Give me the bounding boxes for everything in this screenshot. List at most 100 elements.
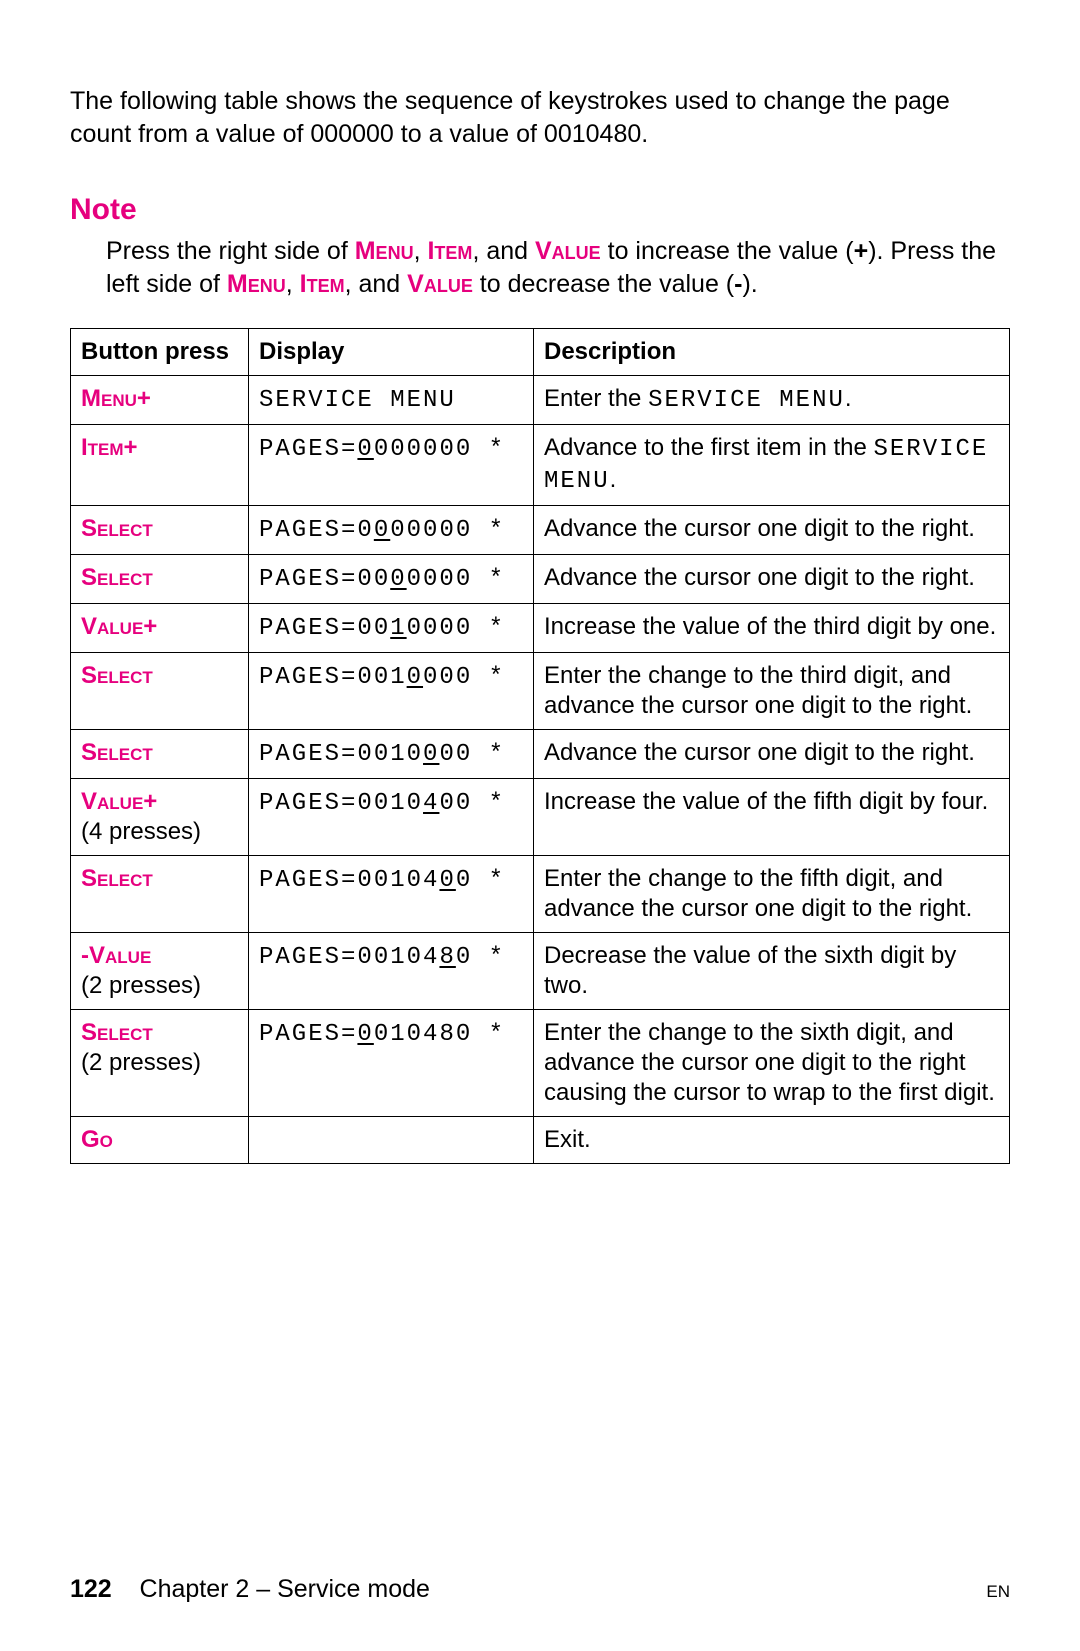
button-sublabel: (4 presses)	[81, 818, 201, 845]
note-text: to increase the value (	[601, 237, 854, 265]
page-footer: 122 Chapter 2 – Service mode EN	[70, 1573, 1010, 1606]
cell-display: PAGES=0010400 *	[249, 856, 534, 933]
cell-description: Increase the value of the fifth digit by…	[534, 779, 1010, 856]
button-sublabel: (2 presses)	[81, 1049, 201, 1076]
cell-button-press: Go	[71, 1117, 249, 1164]
button-label: -Value	[81, 942, 151, 969]
table-row: Select PAGES=0010400 * Enter the change to…	[71, 856, 1010, 933]
keyword-value: Value	[535, 237, 601, 265]
button-label: Select	[81, 1019, 153, 1046]
cell-description: Enter the change to the third digit, and…	[534, 653, 1010, 730]
button-label: Select	[81, 564, 153, 591]
button-label: Select	[81, 662, 153, 689]
note-text: ,	[286, 270, 300, 298]
lcd-text: PAGES=0010000 *	[259, 741, 505, 768]
lcd-text: PAGES=0010000 *	[259, 664, 505, 691]
lcd-inline-text: SERVICE MENU	[648, 387, 845, 414]
table-row: Select PAGES=0000000 * Advance the cursor …	[71, 506, 1010, 555]
cell-description: Enter the change to the fifth digit, and…	[534, 856, 1010, 933]
cell-button-press: Select	[71, 555, 249, 604]
table-row: Go Exit.	[71, 1117, 1010, 1164]
header-description: Description	[534, 329, 1010, 376]
cell-button-press: Menu+	[71, 376, 249, 425]
lcd-inline-text: SERVICE MENU	[544, 436, 988, 495]
cell-description: Exit.	[534, 1117, 1010, 1164]
button-label: Menu+	[81, 385, 151, 412]
header-button-press: Button press	[71, 329, 249, 376]
cell-description: Decrease the value of the sixth digit by…	[534, 933, 1010, 1010]
cell-display: PAGES=0000000 *	[249, 425, 534, 506]
cell-description: Enter the SERVICE MENU.	[534, 376, 1010, 425]
intro-paragraph: The following table shows the sequence o…	[70, 85, 1010, 150]
cell-display: PAGES=0010000 *	[249, 730, 534, 779]
header-display: Display	[249, 329, 534, 376]
note-text: , and	[472, 237, 535, 265]
note-heading: Note	[70, 190, 1010, 229]
button-label: Select	[81, 515, 153, 542]
cell-button-press: Select	[71, 506, 249, 555]
note-text: Press the right side of	[106, 237, 355, 265]
document-page: The following table shows the sequence o…	[0, 0, 1080, 1651]
lcd-text: PAGES=0000000 *	[259, 566, 505, 593]
table-row: Menu+SERVICE MENUEnter the SERVICE MENU.	[71, 376, 1010, 425]
table-row: Item+ PAGES=0000000 * Advance to the first…	[71, 425, 1010, 506]
table-row: -Value (2 presses) PAGES=0010480 * Decrease…	[71, 933, 1010, 1010]
note-text: ,	[414, 237, 428, 265]
button-sublabel: (2 presses)	[81, 972, 201, 999]
button-label: Select	[81, 865, 153, 892]
keyword-item: Item	[300, 270, 345, 298]
cell-button-press: Value+ (4 presses)	[71, 779, 249, 856]
cell-button-press: Select	[71, 856, 249, 933]
cell-display: PAGES=0010480 *	[249, 933, 534, 1010]
footer-left: 122 Chapter 2 – Service mode	[70, 1573, 430, 1606]
button-label: Value+	[81, 613, 157, 640]
cell-button-press: Select	[71, 730, 249, 779]
cell-button-press: Item+	[71, 425, 249, 506]
button-label: Select	[81, 739, 153, 766]
cell-display: PAGES=0010000 *	[249, 653, 534, 730]
cell-display	[249, 1117, 534, 1164]
cell-button-press: Select (2 presses)	[71, 1010, 249, 1117]
lcd-text: SERVICE MENU	[259, 387, 456, 414]
keyword-menu: Menu	[355, 237, 414, 265]
note-body: Press the right side of Menu, Item, and …	[70, 235, 1010, 300]
page-number: 122	[70, 1575, 112, 1603]
cell-button-press: Select	[71, 653, 249, 730]
button-label: Value+	[81, 788, 157, 815]
cell-display: PAGES=0010000 *	[249, 604, 534, 653]
footer-chapter-text: Chapter 2 – Service mode	[140, 1575, 430, 1603]
cell-display: PAGES=0010400 *	[249, 779, 534, 856]
table-row: Select PAGES=0000000 * Advance the cursor …	[71, 555, 1010, 604]
lcd-text: PAGES=0000000 *	[259, 436, 505, 463]
cell-display: PAGES=0010480 *	[249, 1010, 534, 1117]
keyword-value: Value	[407, 270, 473, 298]
footer-lang: EN	[986, 1581, 1010, 1603]
cell-description: Advance the cursor one digit to the righ…	[534, 506, 1010, 555]
cell-description: Advance the cursor one digit to the righ…	[534, 555, 1010, 604]
keyword-item: Item	[427, 237, 472, 265]
lcd-text: PAGES=0010000 *	[259, 615, 505, 642]
table-row: Value+ (4 presses) PAGES=0010400 * Increase…	[71, 779, 1010, 856]
table-row: Value+ PAGES=0010000 * Increase the value …	[71, 604, 1010, 653]
cell-button-press: -Value (2 presses)	[71, 933, 249, 1010]
cell-display: PAGES=0000000 *	[249, 506, 534, 555]
keyword-menu: Menu	[227, 270, 286, 298]
note-text: , and	[345, 270, 408, 298]
lcd-text: PAGES=0010480 *	[259, 944, 505, 971]
lcd-text: PAGES=0010400 *	[259, 790, 505, 817]
lcd-text: PAGES=0000000 *	[259, 517, 505, 544]
cell-display: PAGES=0000000 *	[249, 555, 534, 604]
cell-description: Advance the cursor one digit to the righ…	[534, 730, 1010, 779]
lcd-text: PAGES=0010480 *	[259, 1021, 505, 1048]
cell-description: Increase the value of the third digit by…	[534, 604, 1010, 653]
cell-description: Advance to the first item in the SERVICE…	[534, 425, 1010, 506]
button-label: Item+	[81, 434, 138, 461]
cell-button-press: Value+	[71, 604, 249, 653]
cell-display: SERVICE MENU	[249, 376, 534, 425]
plus-sign: +	[854, 237, 869, 265]
keystroke-table: Button press Display Description Menu+ SE…	[70, 328, 1010, 1164]
table-row: Select(2 presses)PAGES=0010480 *Enter th…	[71, 1010, 1010, 1117]
footer-chapter	[119, 1575, 140, 1603]
lcd-text: PAGES=0010400 *	[259, 867, 505, 894]
note-text: to decrease the value (	[473, 270, 734, 298]
